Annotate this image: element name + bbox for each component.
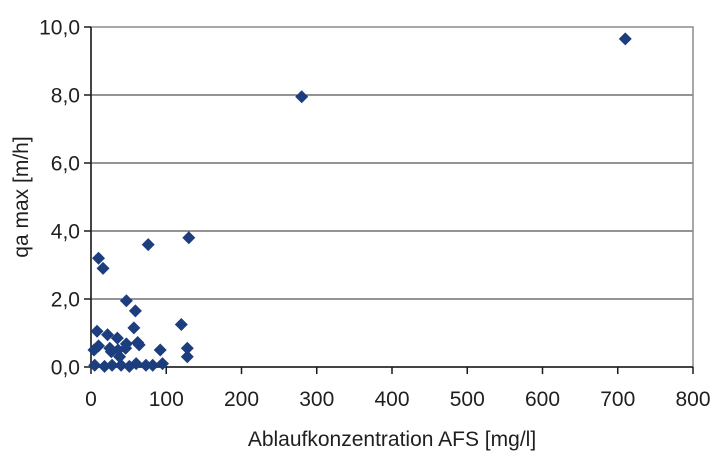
data-point-diamond xyxy=(153,343,167,357)
data-point-diamond xyxy=(113,350,127,364)
y-tick-label: 6,0 xyxy=(51,153,80,176)
x-tick-label: 0 xyxy=(85,388,97,411)
data-point-diamond xyxy=(119,341,133,355)
x-tick-label: 700 xyxy=(600,388,635,411)
data-point-diamond xyxy=(119,294,133,308)
data-point-diamond xyxy=(98,359,112,373)
x-tick-label: 500 xyxy=(450,388,485,411)
data-point-diamond xyxy=(129,357,143,371)
data-point-diamond xyxy=(90,324,104,338)
x-tick-label: 800 xyxy=(675,388,710,411)
data-point-diamond xyxy=(139,358,153,372)
x-tick-label: 600 xyxy=(525,388,560,411)
x-tick-label: 200 xyxy=(224,388,259,411)
x-axis-title: Ablaufkonzentration AFS [mg/l] xyxy=(247,428,537,451)
y-tick-label: 8,0 xyxy=(51,85,80,108)
x-tick-label: 400 xyxy=(374,388,409,411)
data-point-diamond xyxy=(132,338,146,352)
data-point-diamond xyxy=(101,328,115,342)
plot-border xyxy=(90,26,694,368)
data-point-diamond xyxy=(114,358,128,372)
data-point-diamond xyxy=(87,343,101,357)
data-point-diamond xyxy=(127,321,141,335)
data-point-diamond xyxy=(618,32,632,46)
data-point-diamond xyxy=(180,341,194,355)
data-point-diamond xyxy=(155,357,169,371)
data-point-diamond xyxy=(180,350,194,364)
y-tick-label: 0,0 xyxy=(51,357,80,380)
data-point-diamond xyxy=(110,331,124,345)
data-point-diamond xyxy=(96,261,110,275)
data-point-diamond xyxy=(182,231,196,245)
data-point-diamond xyxy=(88,358,102,372)
data-point-diamond xyxy=(295,90,309,104)
x-tick-label: 100 xyxy=(149,388,184,411)
y-axis-title: qa max [m/h] xyxy=(10,136,33,258)
x-tick-label: 300 xyxy=(299,388,334,411)
data-point-diamond xyxy=(92,251,106,265)
data-point-diamond xyxy=(174,318,188,331)
data-point-diamond xyxy=(128,304,142,318)
data-point-diamond xyxy=(146,358,160,372)
data-point-diamond xyxy=(104,345,118,359)
y-tick-label: 10,0 xyxy=(39,17,80,40)
y-tick-label: 2,0 xyxy=(51,289,80,312)
data-point-diamond xyxy=(141,238,155,252)
data-point-diamond xyxy=(105,358,119,372)
y-tick-label: 4,0 xyxy=(51,221,80,244)
